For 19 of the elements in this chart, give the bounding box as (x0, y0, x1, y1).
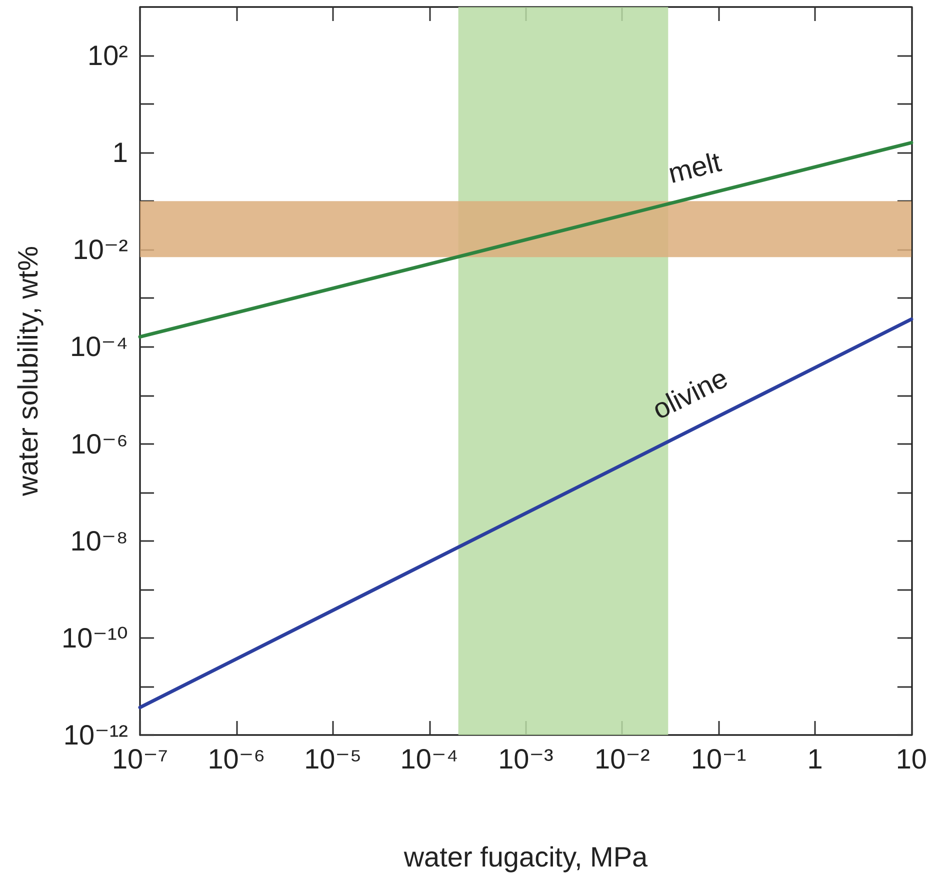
y-tick-label: 10⁻⁸ (70, 525, 128, 556)
y-tick-label: 10⁻⁴ (70, 331, 128, 362)
x-tick-label: 10 (896, 744, 928, 774)
y-tick-label: 1 (112, 137, 128, 168)
x-tick-label: 10⁻⁶ (208, 744, 266, 774)
y-tick-label: 10⁻¹⁰ (62, 622, 128, 654)
y-tick-label: 10⁻⁶ (70, 428, 128, 460)
x-tick-label: 10⁻² (594, 744, 650, 774)
text: olivine (648, 362, 732, 426)
text: melt (665, 146, 724, 190)
y-tick-label: 10² (88, 40, 128, 72)
x-tick-label: 1 (807, 744, 823, 774)
x-tick-label: 10⁻⁴ (400, 744, 458, 774)
x-axis-title: water fugacity, MPa (402, 842, 648, 872)
x-tick-label: 10⁻³ (498, 744, 554, 774)
y-tick-label: 10⁻² (72, 234, 128, 266)
y-axis-title: water solubility, wt% (12, 246, 44, 498)
x-tick-label: 10⁻¹ (690, 744, 746, 774)
x-tick-label: 10⁻⁵ (304, 744, 362, 774)
